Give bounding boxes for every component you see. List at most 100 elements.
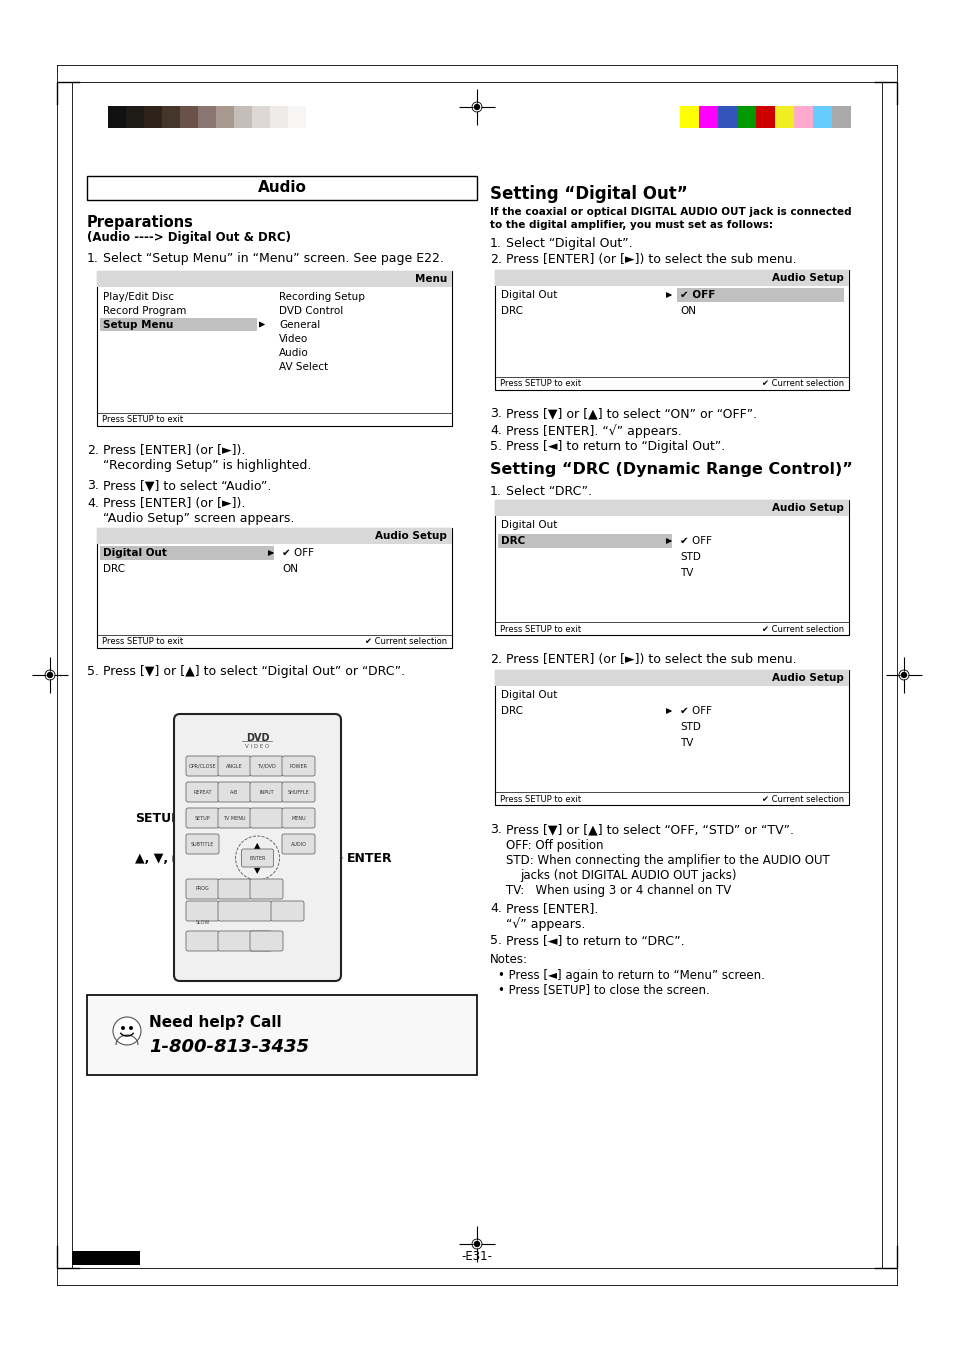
Text: Digital Out: Digital Out bbox=[500, 520, 557, 530]
Text: -E31-: -E31- bbox=[461, 1250, 492, 1262]
Bar bbox=[252, 105, 270, 128]
Text: Digital Out: Digital Out bbox=[500, 690, 557, 700]
Bar bbox=[495, 500, 848, 635]
Bar bbox=[495, 270, 848, 390]
Bar bbox=[97, 528, 452, 648]
Text: Press [▼] or [▲] to select “Digital Out” or “DRC”.: Press [▼] or [▲] to select “Digital Out”… bbox=[103, 665, 405, 678]
Text: Press [▼] or [▲] to select “OFF, “STD” or “TV”.: Press [▼] or [▲] to select “OFF, “STD” o… bbox=[505, 823, 793, 836]
Text: Audio Setup: Audio Setup bbox=[771, 273, 843, 282]
Text: 3.: 3. bbox=[490, 823, 501, 836]
Text: Audio Setup: Audio Setup bbox=[771, 503, 843, 513]
Text: ON: ON bbox=[282, 563, 297, 574]
Text: 5.: 5. bbox=[87, 665, 99, 678]
FancyBboxPatch shape bbox=[218, 880, 251, 898]
Bar bbox=[162, 105, 180, 128]
Text: Select “DRC”.: Select “DRC”. bbox=[505, 485, 592, 499]
Bar bbox=[233, 105, 252, 128]
Bar bbox=[497, 534, 671, 549]
Text: Press [▼] or [▲] to select “ON” or “OFF”.: Press [▼] or [▲] to select “ON” or “OFF”… bbox=[505, 407, 757, 420]
Bar bbox=[495, 670, 848, 805]
FancyBboxPatch shape bbox=[282, 757, 314, 775]
Bar bbox=[144, 105, 162, 128]
Text: Press SETUP to exit: Press SETUP to exit bbox=[102, 416, 183, 424]
Circle shape bbox=[901, 673, 905, 677]
Bar bbox=[198, 105, 215, 128]
Text: Record Program: Record Program bbox=[103, 305, 186, 316]
Text: ✔ Current selection: ✔ Current selection bbox=[761, 794, 843, 804]
Bar bbox=[495, 670, 848, 686]
FancyBboxPatch shape bbox=[218, 931, 272, 951]
Circle shape bbox=[129, 1025, 132, 1029]
FancyBboxPatch shape bbox=[271, 901, 304, 921]
Text: “Recording Setup” is highlighted.: “Recording Setup” is highlighted. bbox=[103, 459, 311, 471]
Bar bbox=[812, 105, 831, 128]
Text: Press [ENTER].: Press [ENTER]. bbox=[505, 902, 598, 915]
FancyBboxPatch shape bbox=[250, 931, 283, 951]
Text: ►: ► bbox=[266, 854, 273, 862]
Bar bbox=[180, 105, 198, 128]
Text: SETUP: SETUP bbox=[135, 812, 180, 824]
Text: 1.: 1. bbox=[87, 253, 99, 265]
FancyBboxPatch shape bbox=[218, 757, 251, 775]
Text: 1.: 1. bbox=[490, 236, 501, 250]
Text: Setting “Digital Out”: Setting “Digital Out” bbox=[490, 185, 687, 203]
Bar bbox=[718, 105, 737, 128]
Text: 5.: 5. bbox=[490, 934, 501, 947]
Bar bbox=[755, 105, 774, 128]
Bar bbox=[108, 105, 126, 128]
FancyBboxPatch shape bbox=[186, 782, 219, 802]
Text: Notes:: Notes: bbox=[490, 952, 527, 966]
Text: Audio Setup: Audio Setup bbox=[375, 531, 447, 540]
Text: ▲, ▼, ►, ◄: ▲, ▼, ►, ◄ bbox=[135, 851, 201, 865]
Bar bbox=[793, 105, 812, 128]
Text: Press [◄] to return to “DRC”.: Press [◄] to return to “DRC”. bbox=[505, 934, 684, 947]
Bar bbox=[270, 105, 288, 128]
Text: MENU: MENU bbox=[291, 816, 306, 820]
FancyBboxPatch shape bbox=[186, 834, 219, 854]
Text: Setting “DRC (Dynamic Range Control)”: Setting “DRC (Dynamic Range Control)” bbox=[490, 462, 852, 477]
Bar bbox=[97, 528, 452, 544]
Text: 5.: 5. bbox=[490, 440, 501, 453]
Bar bbox=[831, 105, 850, 128]
Text: AUDIO: AUDIO bbox=[291, 842, 306, 847]
Text: Audio Setup: Audio Setup bbox=[771, 673, 843, 684]
Text: Audio: Audio bbox=[257, 181, 306, 196]
Circle shape bbox=[474, 104, 479, 109]
Text: REPEAT: REPEAT bbox=[193, 789, 212, 794]
FancyBboxPatch shape bbox=[282, 834, 314, 854]
Bar bbox=[100, 546, 274, 561]
Text: 3.: 3. bbox=[87, 480, 99, 492]
Text: Select “Setup Menu” in “Menu” screen. See page E22.: Select “Setup Menu” in “Menu” screen. Se… bbox=[103, 253, 443, 265]
FancyBboxPatch shape bbox=[241, 848, 274, 867]
Text: Play/Edit Disc: Play/Edit Disc bbox=[103, 292, 173, 301]
Text: SLOW: SLOW bbox=[195, 920, 210, 924]
Text: ◄: ◄ bbox=[242, 854, 249, 862]
Text: TV: TV bbox=[679, 738, 693, 748]
Text: • Press [◄] again to return to “Menu” screen.: • Press [◄] again to return to “Menu” sc… bbox=[497, 969, 764, 982]
Text: V I D E O: V I D E O bbox=[245, 744, 270, 750]
Text: 3.: 3. bbox=[490, 407, 501, 420]
Text: ✔ Current selection: ✔ Current selection bbox=[761, 380, 843, 389]
Text: ✔ Current selection: ✔ Current selection bbox=[761, 624, 843, 634]
FancyBboxPatch shape bbox=[282, 808, 314, 828]
Text: ENTER: ENTER bbox=[347, 851, 393, 865]
Text: 2.: 2. bbox=[87, 444, 99, 457]
Text: 4.: 4. bbox=[490, 902, 501, 915]
Circle shape bbox=[48, 673, 52, 677]
Text: “Audio Setup” screen appears.: “Audio Setup” screen appears. bbox=[103, 512, 294, 526]
Bar bbox=[495, 270, 848, 286]
Text: STD: When connecting the amplifier to the AUDIO OUT: STD: When connecting the amplifier to th… bbox=[505, 854, 829, 867]
Text: TV MENU: TV MENU bbox=[223, 816, 246, 820]
Text: Press [ENTER]. “√” appears.: Press [ENTER]. “√” appears. bbox=[505, 424, 681, 438]
Text: If the coaxial or optical DIGITAL AUDIO OUT jack is connected: If the coaxial or optical DIGITAL AUDIO … bbox=[490, 207, 851, 218]
Bar bbox=[126, 105, 144, 128]
Text: Press SETUP to exit: Press SETUP to exit bbox=[499, 794, 580, 804]
Text: POWER: POWER bbox=[289, 763, 307, 769]
Text: DRC: DRC bbox=[500, 536, 525, 546]
Text: STD: STD bbox=[679, 553, 700, 562]
FancyBboxPatch shape bbox=[186, 757, 219, 775]
FancyBboxPatch shape bbox=[218, 808, 251, 828]
Text: ✔ OFF: ✔ OFF bbox=[679, 290, 715, 300]
Text: 4.: 4. bbox=[490, 424, 501, 436]
Text: PROG: PROG bbox=[195, 886, 209, 892]
